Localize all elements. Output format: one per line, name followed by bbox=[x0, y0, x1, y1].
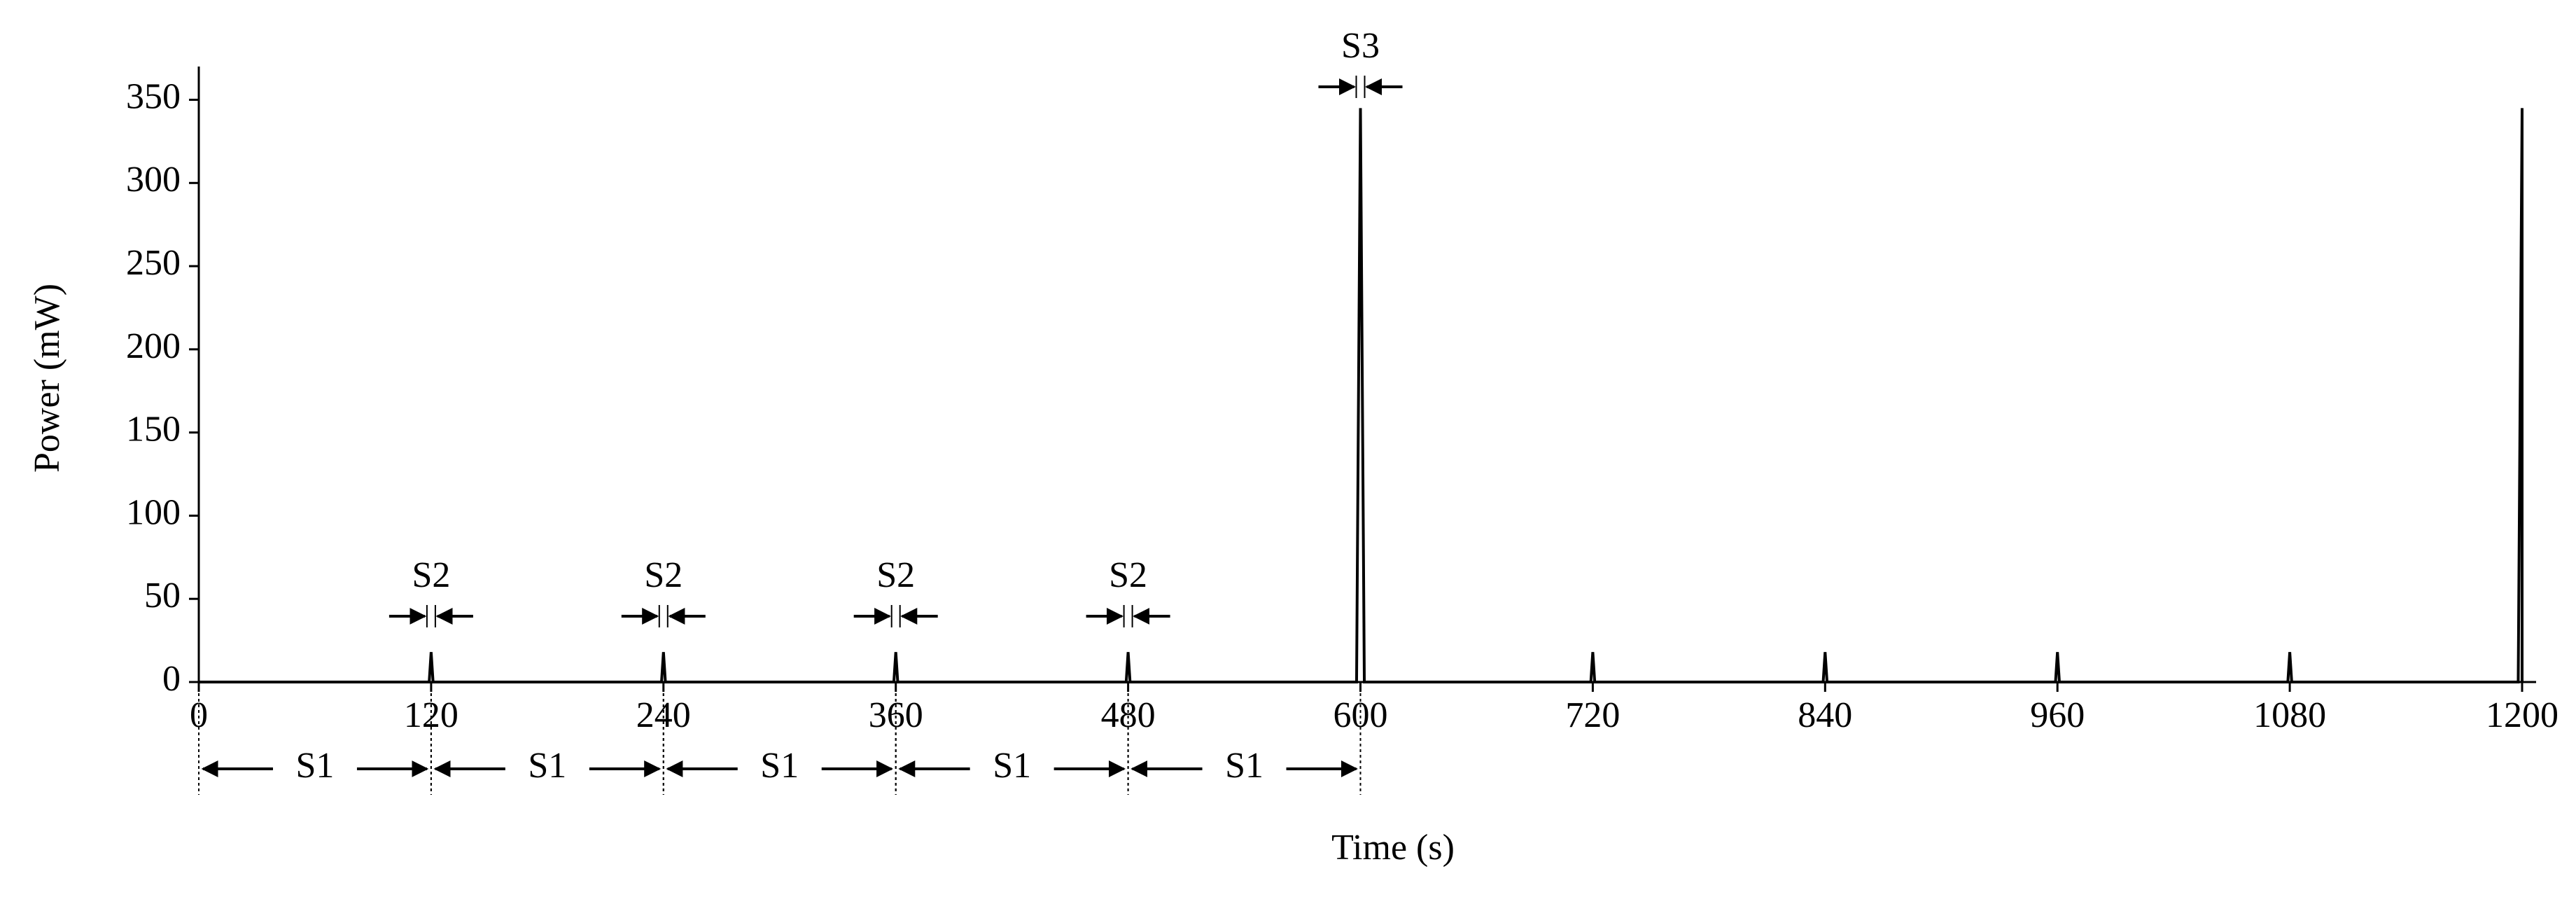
x-tick-label: 1080 bbox=[2253, 695, 2326, 735]
annotation: S2 bbox=[644, 555, 682, 595]
y-tick-label: 300 bbox=[126, 160, 181, 200]
y-tick-label: 0 bbox=[162, 659, 181, 699]
annotation: S1 bbox=[760, 746, 799, 786]
x-axis-label: Time (s) bbox=[1331, 828, 1455, 868]
x-tick-label: 1200 bbox=[2486, 695, 2558, 735]
line bbox=[199, 108, 2524, 683]
annotation: S1 bbox=[1225, 746, 1264, 786]
y-tick-label: 150 bbox=[126, 410, 181, 450]
annotation: S1 bbox=[528, 746, 566, 786]
x-tick-label: 720 bbox=[1565, 695, 1620, 735]
y-tick-label: 200 bbox=[126, 326, 181, 366]
y-axis-label: Power (mW) bbox=[27, 284, 67, 473]
y-tick-label: 100 bbox=[126, 492, 181, 532]
annotation: S1 bbox=[295, 746, 334, 786]
y-tick-label: 350 bbox=[126, 76, 181, 116]
annotation: S1 bbox=[993, 746, 1031, 786]
annotation: S2 bbox=[876, 555, 915, 595]
annotation: S2 bbox=[1109, 555, 1147, 595]
annotation: S3 bbox=[1341, 26, 1380, 66]
y-tick-label: 50 bbox=[144, 576, 181, 616]
annotation: S2 bbox=[412, 555, 450, 595]
x-tick-label: 960 bbox=[2030, 695, 2085, 735]
x-tick-label: 840 bbox=[1798, 695, 1852, 735]
y-tick-label: 250 bbox=[126, 243, 181, 283]
